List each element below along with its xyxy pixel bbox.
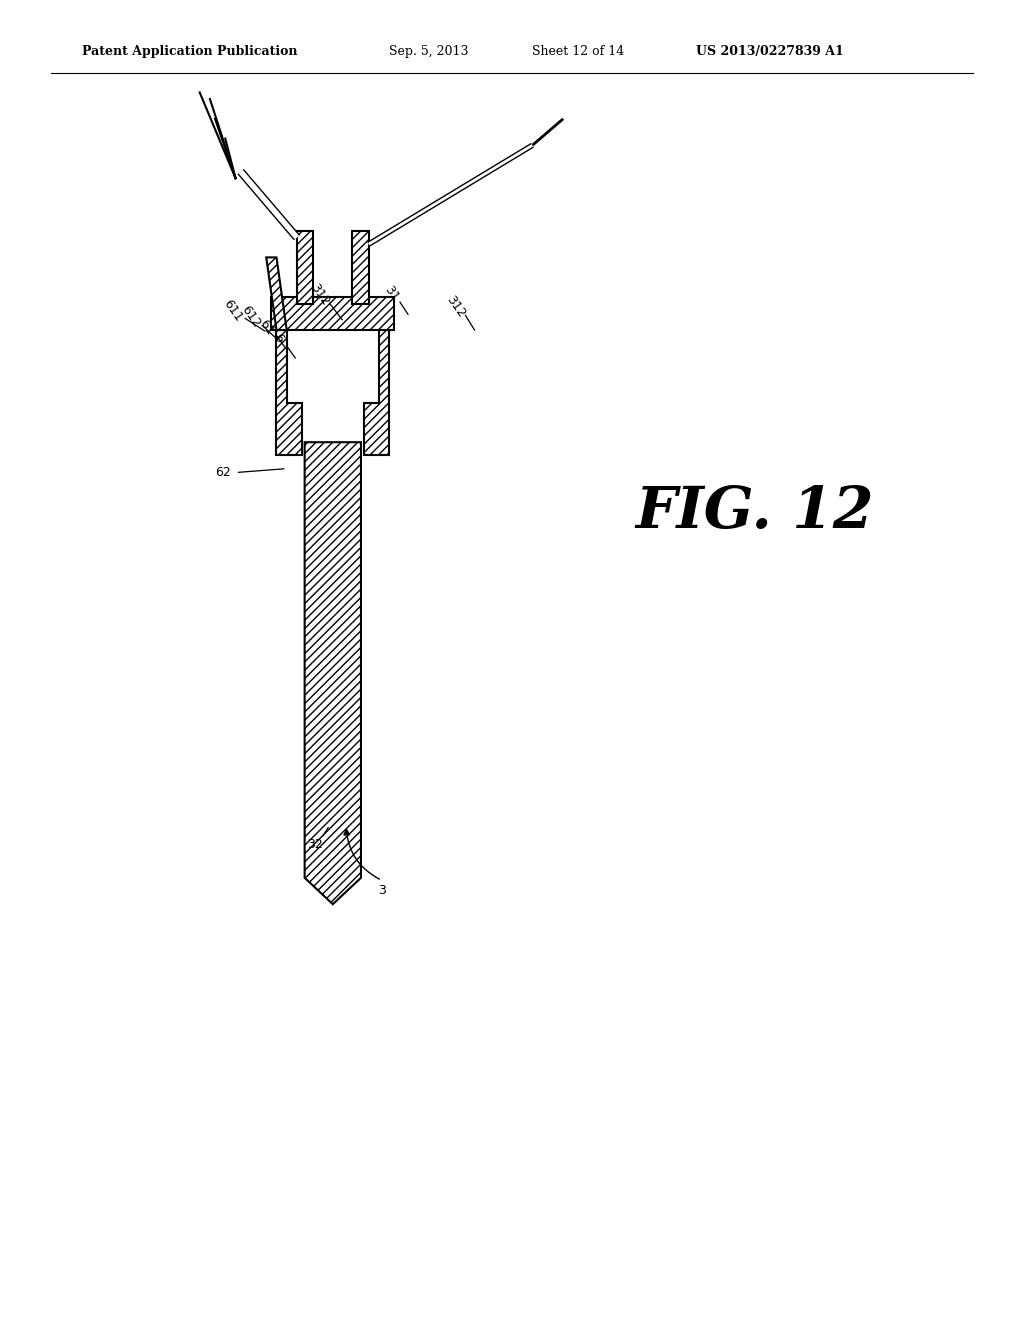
Text: 611: 611 [220, 297, 245, 323]
Text: 612: 612 [239, 304, 263, 330]
Text: 312: 312 [443, 293, 468, 319]
Polygon shape [305, 442, 361, 904]
Text: Sep. 5, 2013: Sep. 5, 2013 [389, 45, 469, 58]
Polygon shape [271, 297, 394, 330]
Text: 62: 62 [215, 466, 231, 479]
Text: 61: 61 [256, 317, 276, 338]
Polygon shape [266, 257, 287, 330]
Text: 32: 32 [307, 838, 324, 851]
Text: 3: 3 [378, 884, 386, 898]
Text: 6: 6 [271, 331, 286, 345]
Text: Patent Application Publication: Patent Application Publication [82, 45, 297, 58]
Polygon shape [276, 330, 302, 455]
Text: 312: 312 [307, 281, 332, 308]
Text: US 2013/0227839 A1: US 2013/0227839 A1 [696, 45, 844, 58]
Text: 31: 31 [381, 282, 401, 304]
Text: FIG. 12: FIG. 12 [635, 484, 873, 540]
FancyArrowPatch shape [344, 829, 380, 879]
Text: Sheet 12 of 14: Sheet 12 of 14 [532, 45, 625, 58]
Polygon shape [297, 231, 313, 304]
Polygon shape [352, 231, 369, 304]
Polygon shape [364, 330, 389, 455]
